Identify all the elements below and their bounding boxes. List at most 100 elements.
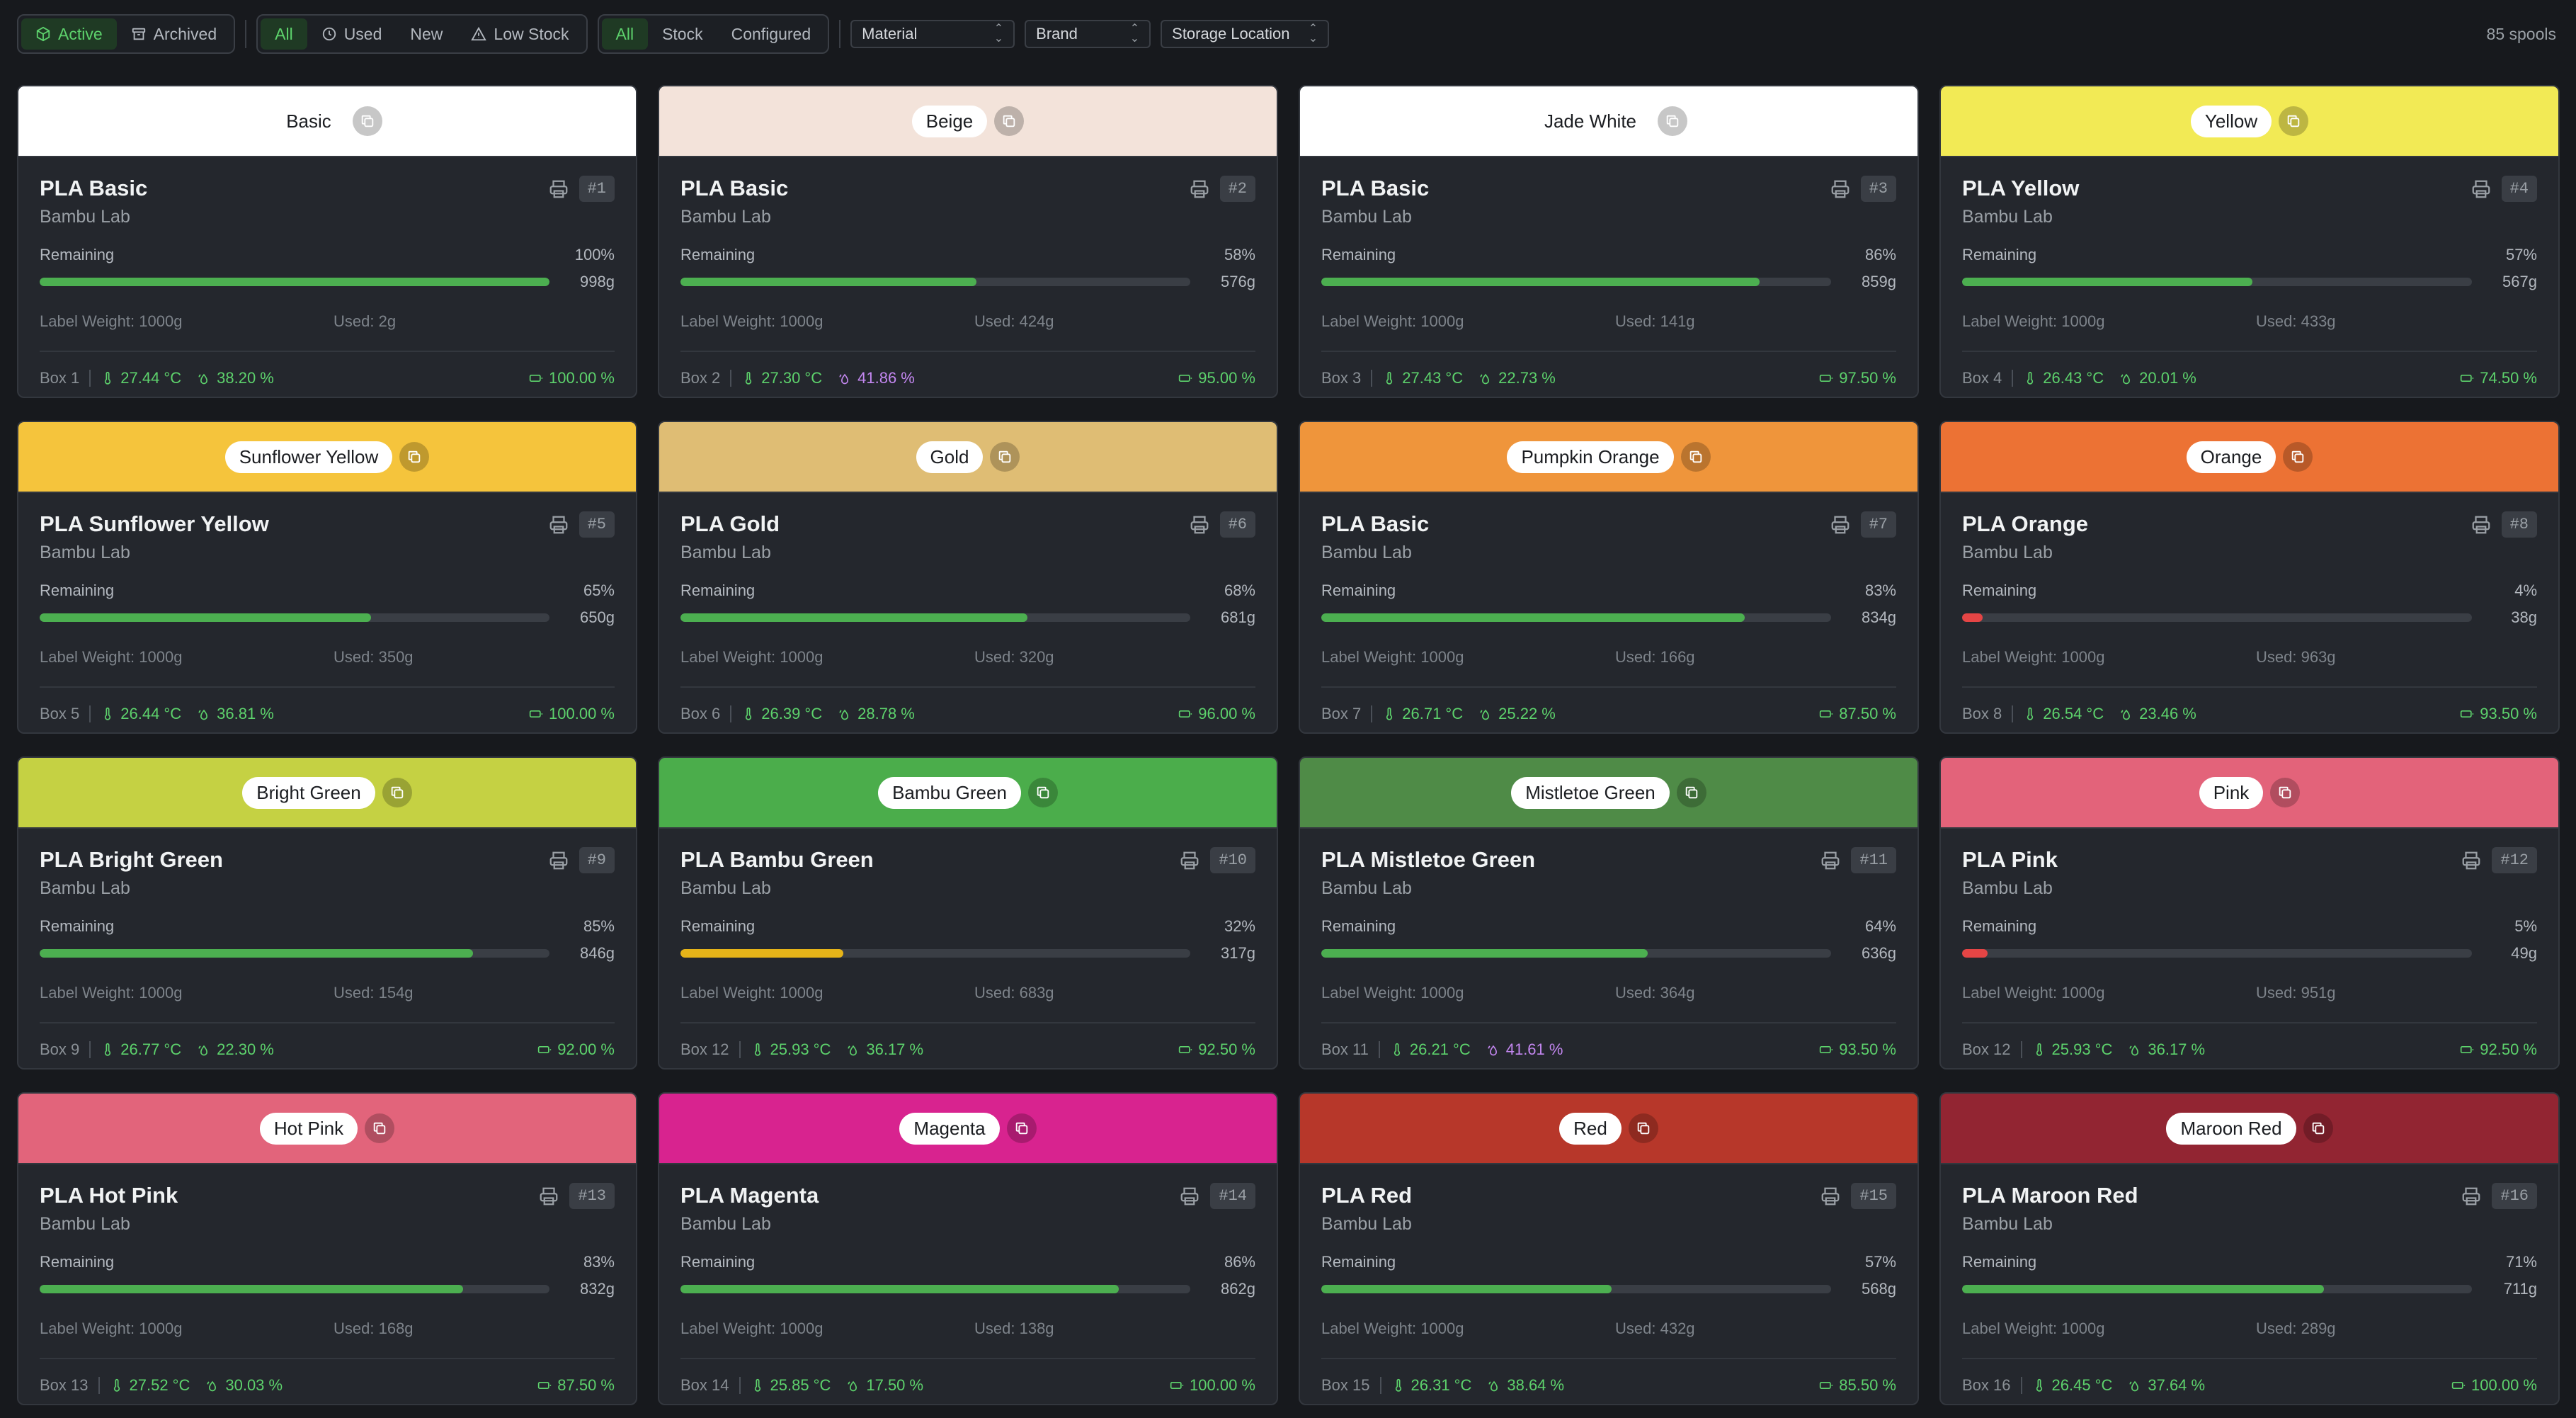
storage-box: Box 8 (1962, 705, 2002, 722)
remaining-progress-fill (1321, 1285, 1612, 1293)
copy-icon[interactable] (2270, 778, 2301, 807)
printer-icon[interactable] (2470, 514, 2492, 535)
thermometer-icon (2036, 1043, 2042, 1056)
temperature-reading: 26.39 °C (741, 705, 822, 723)
remaining-grams: 38g (2511, 608, 2537, 626)
remaining-row: Remaining 65% (40, 582, 615, 600)
spool-card[interactable]: Bambu Green PLA Bambu Green Bambu Lab #1… (658, 756, 1278, 1070)
copy-icon[interactable] (2303, 1113, 2333, 1143)
card-title-row: PLA Bright Green Bambu Lab #9 (40, 847, 615, 899)
used-value: 138g (1019, 1320, 1054, 1337)
temperature-reading: 26.71 °C (1382, 705, 1463, 723)
printer-icon[interactable] (1830, 178, 1851, 200)
copy-icon[interactable] (994, 106, 1025, 136)
spool-card[interactable]: Orange PLA Orange Bambu Lab #8 Remain (1939, 421, 2560, 734)
filter-active-button[interactable]: Active (21, 18, 117, 50)
spool-card[interactable]: Jade White PLA Basic Bambu Lab #3 Rem (1299, 85, 1919, 398)
spool-card[interactable]: Beige PLA Basic Bambu Lab #2 Remainin (658, 85, 1278, 398)
thermometer-icon (2036, 1378, 2042, 1392)
card-color-header: Basic (18, 86, 636, 157)
card-divider (680, 1022, 1255, 1023)
remaining-progress-fill (1321, 278, 1760, 286)
type-stock-button[interactable]: Stock (648, 18, 717, 50)
printer-icon[interactable] (548, 514, 569, 535)
remaining-row: Remaining 100% (40, 246, 615, 264)
battery-icon (529, 375, 543, 382)
storage-location-select[interactable]: Storage Location ⌃ ⌄ (1161, 20, 1330, 48)
usage-low-stock-button[interactable]: Low Stock (457, 18, 583, 50)
humidity-reading: 36.17 % (846, 1040, 923, 1059)
remaining-grams: 862g (1221, 1280, 1255, 1298)
spool-card[interactable]: Mistletoe Green PLA Mistletoe Green Bamb… (1299, 756, 1919, 1070)
printer-icon[interactable] (1189, 514, 1210, 535)
humidity-value: 25.22 % (1498, 705, 1556, 722)
card-divider (680, 1358, 1255, 1359)
filter-archived-button[interactable]: Archived (117, 18, 231, 50)
copy-icon[interactable] (382, 778, 412, 807)
spool-brand: Bambu Lab (1962, 543, 2053, 562)
usage-used-button[interactable]: Used (307, 18, 397, 50)
storage-box: Box 6 (680, 705, 721, 722)
remaining-bar-row: 859g (1321, 273, 1896, 291)
type-configured-button[interactable]: Configured (717, 18, 826, 50)
copy-icon[interactable] (2283, 442, 2313, 472)
usage-all-button[interactable]: All (261, 18, 307, 50)
spool-card[interactable]: Bright Green PLA Bright Green Bambu Lab … (17, 756, 637, 1070)
brand-select[interactable]: Brand ⌃ ⌄ (1025, 20, 1151, 48)
printer-icon[interactable] (548, 850, 569, 871)
card-color-header: Red (1300, 1094, 1917, 1164)
copy-icon[interactable] (1676, 778, 1706, 807)
storage-box: Box 3 (1321, 369, 1362, 387)
printer-icon[interactable] (2461, 1186, 2482, 1207)
copy-icon[interactable] (1027, 778, 1058, 807)
used-weight: Used: 141g (1615, 312, 1695, 331)
spool-card[interactable]: Sunflower Yellow PLA Sunflower Yellow Ba… (17, 421, 637, 734)
humidity-icon (839, 373, 849, 385)
printer-icon[interactable] (2461, 850, 2482, 871)
spool-card[interactable]: Maroon Red PLA Maroon Red Bambu Lab #16 (1939, 1092, 2560, 1405)
usage-new-button[interactable]: New (396, 18, 457, 50)
printer-icon[interactable] (548, 178, 569, 200)
card-title-row: PLA Yellow Bambu Lab #4 (1962, 176, 2537, 227)
spool-card[interactable]: Gold PLA Gold Bambu Lab #6 Remaining (658, 421, 1278, 734)
spool-fill-value: 100.00 % (549, 369, 615, 387)
thermometer-icon (1386, 371, 1393, 385)
copy-icon[interactable] (1680, 442, 1711, 472)
thermometer-icon (105, 1043, 111, 1056)
printer-icon[interactable] (1820, 1186, 1841, 1207)
material-select[interactable]: Material ⌃ ⌄ (850, 20, 1015, 48)
spool-card[interactable]: Red PLA Red Bambu Lab #15 Remaining (1299, 1092, 1919, 1405)
printer-icon[interactable] (1820, 850, 1841, 871)
temperature-value: 26.77 °C (120, 1040, 182, 1058)
copy-icon[interactable] (1628, 1113, 1658, 1143)
printer-icon[interactable] (1189, 178, 1210, 200)
card-body: PLA Basic Bambu Lab #1 Remaining 100% (18, 157, 636, 387)
spool-card[interactable]: Pink PLA Pink Bambu Lab #12 Remaining (1939, 756, 2560, 1070)
spool-card[interactable]: Basic PLA Basic Bambu Lab #1 Remainin (17, 85, 637, 398)
type-all-label: All (615, 24, 634, 43)
printer-icon[interactable] (538, 1186, 559, 1207)
copy-icon[interactable] (990, 442, 1020, 472)
printer-icon[interactable] (1179, 850, 1200, 871)
copy-icon[interactable] (2279, 106, 2309, 136)
copy-icon[interactable] (1658, 106, 1688, 136)
remaining-bar-row: 846g (40, 944, 615, 963)
remaining-progress-fill (1321, 613, 1745, 622)
used-weight: Used: 683g (974, 984, 1054, 1002)
spool-fill-reading: 93.50 % (1819, 1040, 1896, 1059)
copy-icon[interactable] (365, 1113, 395, 1143)
printer-icon[interactable] (1179, 1186, 1200, 1207)
spool-card[interactable]: Magenta PLA Magenta Bambu Lab #14 Rem (658, 1092, 1278, 1405)
remaining-row: Remaining 83% (40, 1253, 615, 1271)
spool-card[interactable]: Hot Pink PLA Hot Pink Bambu Lab #13 R (17, 1092, 637, 1405)
spool-card[interactable]: Pumpkin Orange PLA Basic Bambu Lab #7 (1299, 421, 1919, 734)
copy-icon[interactable] (1006, 1113, 1037, 1143)
remaining-bar-row: 567g (1962, 273, 2537, 291)
copy-icon[interactable] (399, 442, 430, 472)
spool-card[interactable]: Yellow PLA Yellow Bambu Lab #4 Remain (1939, 85, 2560, 398)
printer-icon[interactable] (2470, 178, 2492, 200)
printer-icon[interactable] (1830, 514, 1851, 535)
type-all-button[interactable]: All (601, 18, 649, 50)
used-value: 154g (378, 984, 414, 1002)
copy-icon[interactable] (352, 106, 382, 136)
